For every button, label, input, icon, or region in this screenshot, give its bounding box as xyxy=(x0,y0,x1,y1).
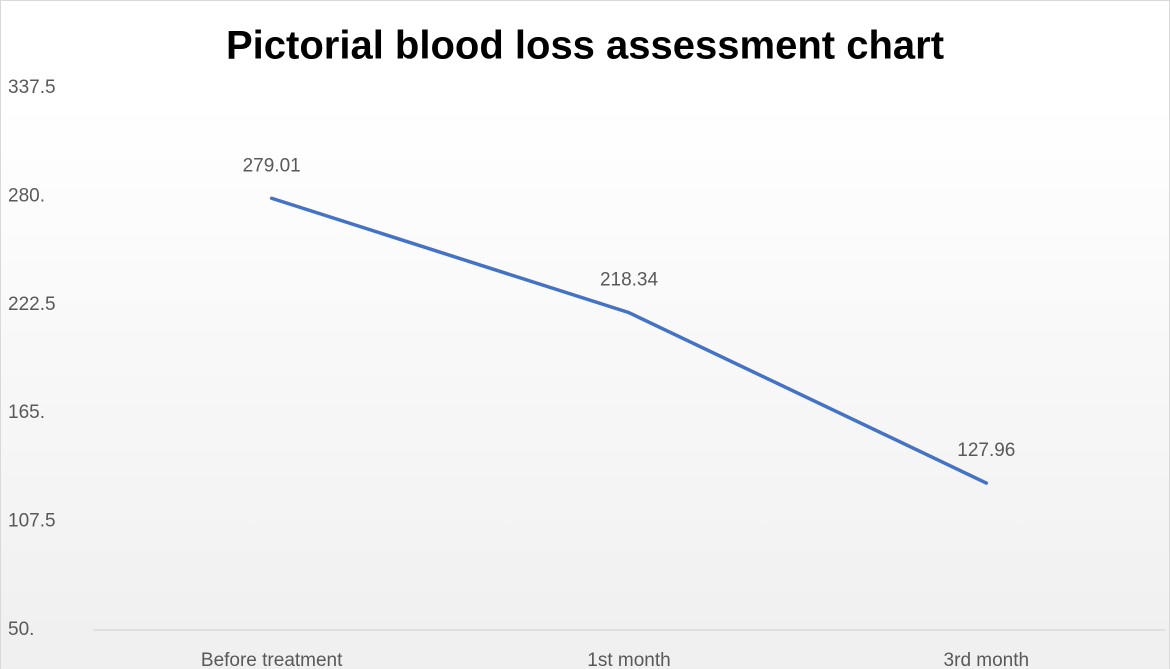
y-tick-label: 107.5 xyxy=(8,511,56,532)
y-tick-label: 337.5 xyxy=(8,77,56,98)
data-label: 279.01 xyxy=(243,155,301,176)
x-tick-label: Before treatment xyxy=(201,650,343,669)
y-tick-label: 165. xyxy=(8,402,45,423)
data-label: 127.96 xyxy=(957,440,1015,461)
y-tick-label: 222.5 xyxy=(8,294,56,315)
x-tick-label: 1st month xyxy=(587,650,670,669)
y-tick-label: 280. xyxy=(8,185,45,206)
data-label: 218.34 xyxy=(600,270,659,291)
x-tick-label: 3rd month xyxy=(944,650,1030,669)
y-tick-label: 50. xyxy=(8,619,34,640)
chart-title: Pictorial blood loss assessment chart xyxy=(226,24,944,68)
line xyxy=(269,196,989,485)
